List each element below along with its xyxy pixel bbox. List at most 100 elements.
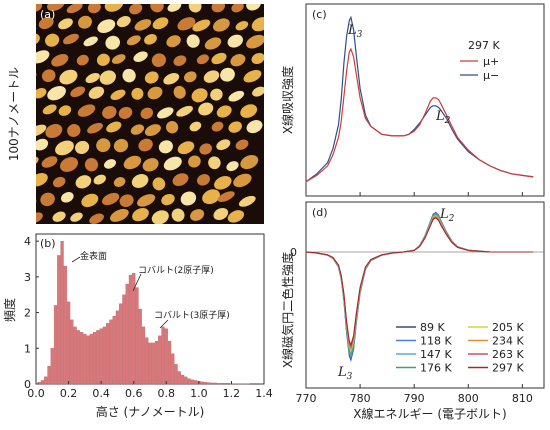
- xmcd-peak-l2: L2: [439, 207, 455, 224]
- xas-peak-l2-sub: 2: [444, 116, 451, 126]
- stm-island: [81, 193, 99, 208]
- hist-x-tick-label: 0.0: [27, 387, 45, 400]
- stm-island: [210, 88, 223, 101]
- stm-island: [7, 209, 27, 226]
- hist-bar: [210, 382, 214, 385]
- stm-island: [77, 104, 96, 117]
- hist-bar: [47, 365, 51, 385]
- xmcd-peak-l3-sub: 3: [347, 372, 353, 382]
- hist-bar: [171, 353, 175, 385]
- stm-island: [211, 4, 226, 13]
- stm-island: [190, 209, 205, 221]
- stm-island: [51, 54, 69, 67]
- stm-island: [176, 105, 193, 117]
- stm-island: [151, 210, 169, 224]
- stm-islands: [7, 4, 264, 226]
- hist-bar: [66, 301, 71, 385]
- xmcd-line-297k: [305, 217, 534, 347]
- hist-bar: [216, 383, 221, 385]
- stm-island: [76, 54, 89, 66]
- hist-bar: [151, 342, 155, 385]
- hist-bar: [158, 335, 162, 385]
- stm-island: [67, 124, 81, 137]
- stm-island: [157, 107, 174, 119]
- stm-island: [122, 68, 136, 83]
- stm-island: [99, 70, 116, 85]
- xmcd-zero-label: 0: [290, 246, 297, 259]
- panel-a: (a) 100ナノメートル: [7, 4, 264, 226]
- annotation-leader-co2: [132, 273, 142, 292]
- stm-island: [165, 121, 179, 134]
- stm-island: [96, 53, 110, 66]
- xmcd-x-tick-label: 780: [350, 392, 371, 405]
- stm-island: [140, 107, 154, 119]
- xmcd-peak-l3: L3: [337, 365, 353, 382]
- hist-bar: [154, 340, 159, 385]
- stm-island: [191, 88, 208, 103]
- stm-island: [238, 195, 256, 207]
- hist-bar: [79, 332, 84, 385]
- stm-island: [246, 34, 264, 49]
- xmcd-series: [305, 211, 534, 362]
- hist-bar: [112, 315, 116, 385]
- stm-island: [240, 155, 259, 170]
- hist-xlabel: 高さ (ナノメートル): [96, 404, 205, 419]
- stm-island: [38, 17, 54, 30]
- xmcd-xlabel: X線エネルギー (電子ボルト): [353, 406, 506, 421]
- stm-island: [211, 121, 224, 132]
- stm-island: [70, 86, 86, 98]
- xmcd-x-tick-label: 810: [512, 392, 533, 405]
- stm-island: [166, 35, 181, 48]
- stm-island: [227, 34, 243, 48]
- xmcd-legend-label: 263 K: [492, 348, 524, 361]
- stm-island: [130, 124, 145, 135]
- hist-x-tick-label: 0.8: [158, 387, 176, 400]
- hist-bar: [93, 332, 97, 385]
- hist-bar: [73, 326, 77, 385]
- stm-island: [96, 138, 111, 153]
- hist-bar: [60, 240, 64, 385]
- stm-island: [213, 207, 229, 221]
- hist-bar: [223, 383, 227, 385]
- stm-island: [161, 193, 175, 206]
- stm-island: [228, 121, 242, 133]
- stm-island: [152, 17, 169, 30]
- hist-y-tick-label: 1: [24, 342, 31, 355]
- stm-island: [144, 71, 159, 84]
- xmcd-legend-label: 147 K: [420, 348, 452, 361]
- panel-label-a: (a): [40, 8, 55, 21]
- hist-bar: [135, 287, 139, 385]
- stm-island: [36, 172, 48, 187]
- stm-island: [105, 35, 120, 50]
- hist-bar: [167, 340, 172, 385]
- xmcd-legend-label: 89 K: [420, 321, 445, 334]
- xmcd-x-ticks: 770 780 790 800 810: [296, 384, 533, 405]
- stm-island: [110, 208, 129, 222]
- stm-island: [113, 138, 129, 153]
- stm-island: [138, 138, 153, 152]
- stm-island: [36, 194, 37, 208]
- stm-island: [188, 4, 202, 13]
- stm-island: [119, 194, 134, 208]
- xas-legend-title: 297 K: [468, 39, 500, 52]
- annotation-leader-co3: [159, 319, 169, 329]
- hist-bar: [180, 374, 185, 385]
- xas-line-mu-plus: [305, 47, 534, 183]
- xas-legend-label-minus: μ−: [483, 69, 499, 82]
- stm-island: [142, 158, 159, 172]
- stm-island: [87, 4, 101, 14]
- stm-island: [180, 191, 197, 206]
- stm-island: [163, 156, 182, 171]
- hist-bar: [57, 255, 61, 385]
- hist-bar: [200, 381, 204, 385]
- hist-bar: [44, 376, 48, 385]
- stm-island: [196, 54, 209, 65]
- hist-bar: [203, 382, 207, 385]
- xas-peak-l2: L2: [435, 109, 451, 126]
- hist-bar: [138, 308, 142, 385]
- hist-bar: [213, 382, 217, 385]
- xmcd-x-tick-label: 790: [404, 392, 425, 405]
- stm-island: [58, 105, 72, 116]
- stm-island: [52, 176, 66, 188]
